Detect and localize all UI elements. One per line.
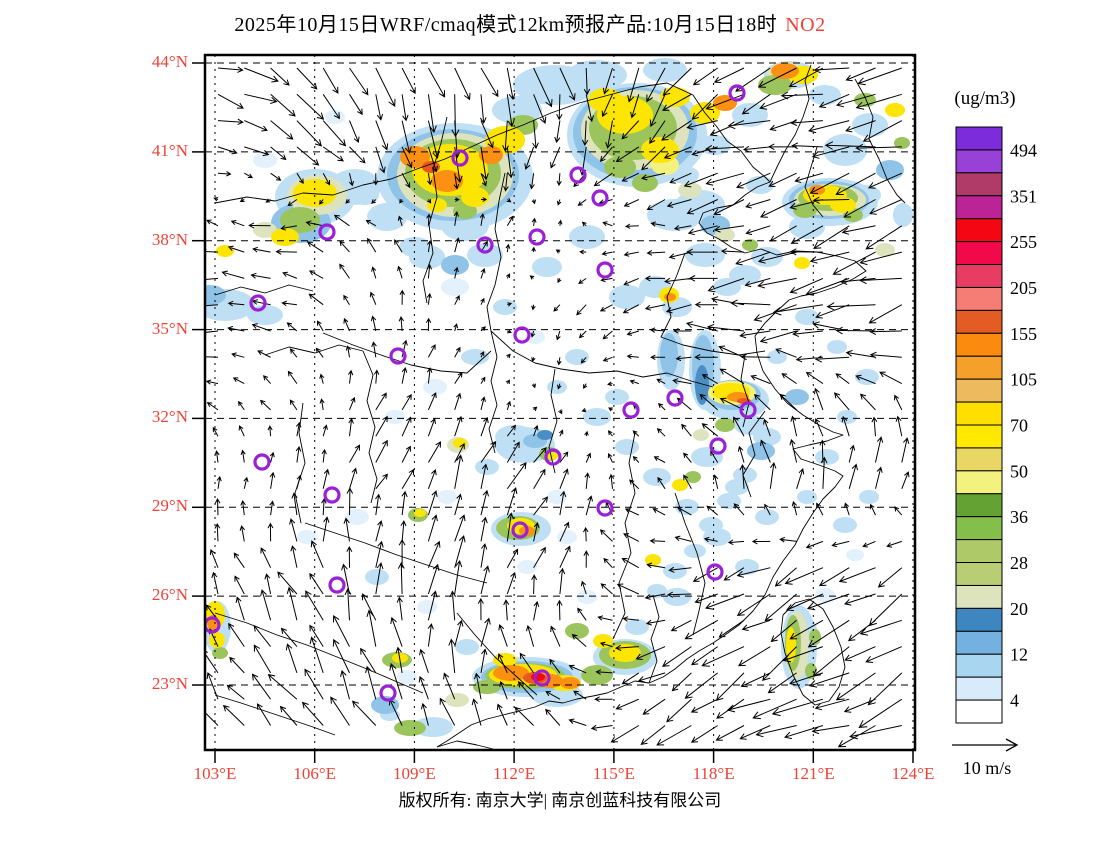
- colorbar: 494 351 255 205 155 105 70 50 36 28 20 12 4: [955, 126, 1037, 724]
- city-station-marker: [318, 223, 336, 241]
- lat-tick-label: 35°N: [151, 318, 188, 338]
- map-border: [203, 53, 917, 752]
- colorbar-box: [955, 539, 1003, 564]
- page-title: 2025年10月15日WRF/cmaq模式12km预报产品:10月15日18时 N…: [150, 8, 910, 37]
- colorbar-tick-label: 50: [1010, 461, 1028, 481]
- colorbar-tick-label: 105: [1010, 370, 1037, 390]
- city-station-marker: [379, 684, 397, 702]
- city-station-marker: [596, 499, 614, 517]
- colorbar-box: [955, 470, 1003, 495]
- lon-tick-label: 106°E: [293, 764, 337, 783]
- lat-tick-label: 23°N: [151, 674, 188, 693]
- city-station-marker: [728, 84, 746, 102]
- colorbar-box: [955, 264, 1003, 288]
- colorbar-box: [955, 676, 1003, 701]
- colorbar-tick-label: 255: [1010, 232, 1037, 252]
- colorbar-tick-label: 205: [1010, 278, 1037, 298]
- wind-arrow-layer: [205, 66, 910, 748]
- city-station-marker: [389, 347, 407, 365]
- lon-tick-label: 112°E: [493, 764, 536, 783]
- colorbar-box: [955, 218, 1003, 243]
- colorbar-box: [955, 195, 1003, 220]
- city-station-marker: [323, 486, 341, 504]
- title-text: 2025年10月15日WRF/cmaq模式12km预报产品:10月15日18时: [234, 14, 778, 36]
- colorbar-tick-label: 155: [1010, 324, 1037, 344]
- colorbar-box: [955, 149, 1003, 174]
- lat-tick-label: 26°N: [151, 585, 188, 605]
- colorbar-box: [955, 378, 1003, 403]
- colorbar-unit-label: (ug/m3): [954, 88, 1016, 109]
- colorbar-tick-label: 36: [1010, 507, 1028, 527]
- colorbar-box: [955, 699, 1003, 724]
- pollution-concentration-layer: [205, 58, 913, 737]
- colorbar-box: [955, 493, 1003, 518]
- colorbar-tick-label: 494: [1010, 140, 1037, 160]
- city-station-marker: [205, 616, 221, 634]
- lat-tick-label: 44°N: [151, 52, 188, 71]
- colorbar-box: [955, 653, 1003, 678]
- lon-tick-label: 124°E: [891, 764, 935, 783]
- copyright-text: 版权所有: 南京大学| 南京创蓝科技有限公司: [398, 791, 722, 810]
- lon-tick-label: 121°E: [791, 764, 835, 783]
- lat-tick-label: 29°N: [151, 496, 188, 516]
- lat-tick-label: 38°N: [151, 229, 188, 249]
- colorbar-box: [955, 172, 1003, 197]
- city-station-marker: [739, 401, 757, 419]
- lon-tick-label: 118°E: [692, 764, 735, 783]
- city-station-marker: [513, 326, 531, 344]
- colorbar-box: [955, 355, 1003, 380]
- city-station-marker: [706, 563, 724, 581]
- colorbar-box: [955, 607, 1003, 632]
- province-boundary-layer: [214, 64, 906, 750]
- colorbar-tick-label: 351: [1010, 186, 1037, 206]
- city-station-marker: [511, 521, 529, 539]
- city-station-marker: [253, 453, 271, 471]
- city-station-marker: [544, 448, 562, 466]
- colorbar-tick-label: 12: [1010, 645, 1028, 665]
- colorbar-box: [955, 332, 1003, 357]
- colorbar-box: [955, 401, 1003, 426]
- wind-scale-arrow: [952, 738, 1019, 752]
- colorbar-tick-label: 28: [1010, 553, 1028, 573]
- map-plot: [192, 53, 917, 763]
- colorbar-box: [955, 630, 1003, 655]
- axis-tick-layer: [192, 62, 914, 763]
- colorbar-box: [955, 241, 1003, 266]
- city-station-marker: [666, 389, 684, 407]
- city-station-marker: [476, 236, 494, 254]
- city-station-marker: [709, 437, 727, 455]
- city-station-marker: [528, 228, 546, 246]
- lat-tick-label: 41°N: [151, 140, 188, 160]
- lon-tick-label: 109°E: [393, 764, 436, 783]
- lat-tick-label: 32°N: [151, 407, 188, 427]
- city-station-marker: [328, 576, 346, 594]
- station-marker-layer: [205, 84, 757, 702]
- map-canvas: [192, 53, 917, 763]
- colorbar-box: [955, 286, 1003, 311]
- city-station-marker: [596, 261, 614, 279]
- city-station-marker: [569, 166, 587, 184]
- colorbar-tick-label: 70: [1010, 416, 1028, 436]
- city-station-marker: [451, 149, 469, 167]
- colorbar-tick-label: 4: [1010, 691, 1019, 711]
- lon-tick-label: 103°E: [193, 764, 237, 783]
- colorbar-box: [955, 516, 1003, 541]
- colorbar-box: [955, 126, 1003, 151]
- colorbar-tick-label: 20: [1010, 599, 1028, 619]
- lon-tick-label: 115°E: [592, 764, 635, 783]
- city-station-marker: [249, 294, 267, 312]
- colorbar-box: [955, 562, 1003, 586]
- city-station-marker: [591, 189, 609, 207]
- city-station-marker: [533, 669, 551, 687]
- colorbar-box: [955, 584, 1003, 609]
- colorbar-box: [955, 309, 1003, 334]
- wind-scale-label: 10 m/s: [962, 758, 1012, 778]
- wind-scale-legend: 10 m/s: [922, 733, 1052, 779]
- title-pollutant: NO2: [785, 14, 826, 36]
- city-station-marker: [622, 401, 640, 419]
- colorbar-box: [955, 424, 1003, 449]
- colorbar-box: [955, 447, 1003, 472]
